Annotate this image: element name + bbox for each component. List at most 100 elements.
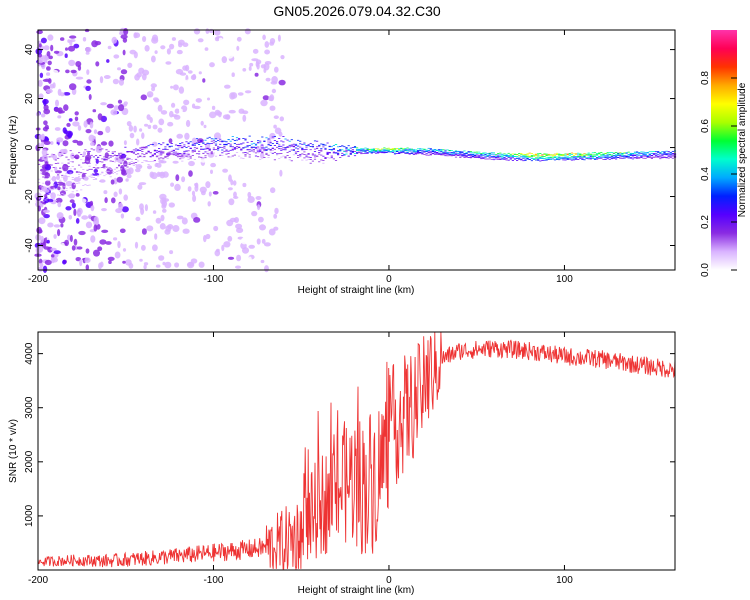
spectrogram-band-cell (387, 150, 390, 152)
spectrogram-band-cell (145, 147, 148, 149)
spectrogram-band-cell (438, 150, 441, 151)
spectrogram-band-cell (210, 151, 213, 153)
spectrogram-band-cell (101, 148, 104, 150)
spectrogram-band-cell (316, 140, 319, 142)
spectrogram-cell (70, 69, 77, 74)
spectrogram-band-cell (570, 156, 573, 158)
spectrogram-cell (110, 109, 118, 116)
spectrogram-band-cell (332, 152, 335, 154)
spectrogram-band-cell (347, 145, 350, 147)
spectrogram-band-cell (433, 149, 437, 150)
spectrogram-band-cell (604, 153, 607, 154)
spectrogram-band-cell (400, 152, 403, 154)
spectrogram-cell (198, 71, 202, 75)
spectrogram-cell (260, 259, 265, 264)
spectrogram-band-cell (301, 153, 304, 155)
spectrogram-band-cell (337, 154, 340, 156)
spectrogram-band-cell (269, 141, 272, 143)
spectrogram-band-cell (111, 160, 114, 162)
spectrogram-band-cell (549, 154, 552, 156)
spectrogram-band-cell (640, 157, 643, 158)
spectrogram-cell (140, 94, 147, 101)
spectrogram-cell (165, 61, 172, 65)
spectrogram-band-cell (669, 154, 672, 156)
spectrogram-band-cell (219, 154, 222, 156)
spectrogram-band-cell (457, 155, 460, 156)
spectrogram-cell (211, 105, 216, 110)
spectrogram-band-cell (206, 151, 209, 153)
spectrogram-cell (39, 262, 44, 268)
spectrogram-cell (51, 69, 59, 75)
spectrogram-band-cell (265, 146, 268, 148)
spectrogram-band-cell (657, 152, 660, 153)
spectrogram-band-cell (442, 154, 445, 156)
spectrogram-band-cell (360, 150, 363, 152)
spectrogram-cell (47, 222, 54, 228)
spectrogram-band-cell (265, 154, 268, 155)
spectrogram-band-cell (602, 156, 605, 158)
spectrogram-cell (118, 104, 125, 112)
spectrogram-band-cell (537, 156, 540, 158)
spectrogram-band-cell (67, 185, 70, 186)
spectrogram-band-cell (539, 155, 542, 157)
spectrogram-band-cell (330, 149, 333, 150)
spectrogram-band-cell (84, 184, 87, 186)
spectrogram-band-cell (633, 154, 637, 156)
spectrogram-band-cell (648, 157, 651, 158)
spectrogram-band-cell (177, 154, 180, 155)
spectrogram-cell (53, 224, 61, 228)
spectrogram-band-cell (560, 156, 563, 158)
spectrogram-band-cell (646, 156, 649, 157)
spectrogram-band-cell (288, 150, 291, 152)
spectrogram-band-cell (231, 136, 234, 137)
spectrogram-band-cell (541, 156, 544, 157)
spectrogram-cell (122, 248, 127, 252)
spectrogram-band-cell (446, 152, 449, 154)
spectrogram-band-cell (92, 173, 95, 174)
spectrogram-band-cell (44, 199, 47, 201)
spectrogram-cell (236, 254, 242, 262)
spectrogram-band-cell (598, 156, 601, 158)
spectrogram-cell (158, 118, 165, 126)
spectrogram-band-cell (602, 159, 605, 160)
spectrogram-band-cell (337, 146, 340, 148)
spectrogram-band-cell (425, 149, 428, 151)
spectrogram-band-cell (246, 146, 249, 148)
spectrogram-cell (237, 92, 244, 96)
spectrogram-band-cell (94, 164, 98, 166)
spectrogram-band-cell (179, 145, 182, 146)
spectrogram-band-cell (59, 167, 62, 168)
spectrogram-cell (85, 264, 90, 271)
spectrogram-band-cell (246, 152, 249, 154)
spectrogram-band-cell (463, 157, 466, 158)
spectrogram-cell (111, 36, 118, 44)
spectrogram-band-cell (280, 148, 283, 150)
spectrogram-cell (75, 76, 84, 80)
spectrogram-band-cell (105, 171, 108, 172)
spectrogram-band-cell (318, 153, 321, 155)
spectrogram-band-cell (99, 173, 102, 175)
spectrogram-cell (41, 148, 48, 156)
spectrogram-band-cell (198, 142, 201, 143)
spectrogram-band-cell (471, 151, 474, 153)
spectrogram-cell (117, 241, 121, 249)
spectrogram-band-cell (446, 153, 449, 155)
snr-ytick-label: 2000 (24, 450, 35, 473)
spectrogram-band-cell (113, 154, 116, 156)
spectrogram-cell (232, 180, 237, 186)
spectrogram-band-cell (617, 154, 620, 156)
spectrogram-band-cell (254, 143, 258, 145)
spectrogram-band-cell (52, 187, 55, 189)
spectrogram-band-cell (579, 156, 582, 158)
spectrogram-cell (248, 244, 255, 249)
spectrogram-band-cell (115, 173, 119, 175)
spectrogram-band-cell (63, 152, 66, 154)
spectrogram-band-cell (195, 138, 199, 140)
spectrogram-cell (258, 216, 264, 223)
spectrogram-band-cell (177, 145, 180, 146)
spectrogram-band-cell (345, 151, 348, 153)
spectrogram-cell (217, 89, 222, 96)
spectrogram-band-cell (115, 155, 119, 156)
spectrogram-cell (136, 72, 143, 78)
spectrogram-band-cell (667, 154, 670, 156)
